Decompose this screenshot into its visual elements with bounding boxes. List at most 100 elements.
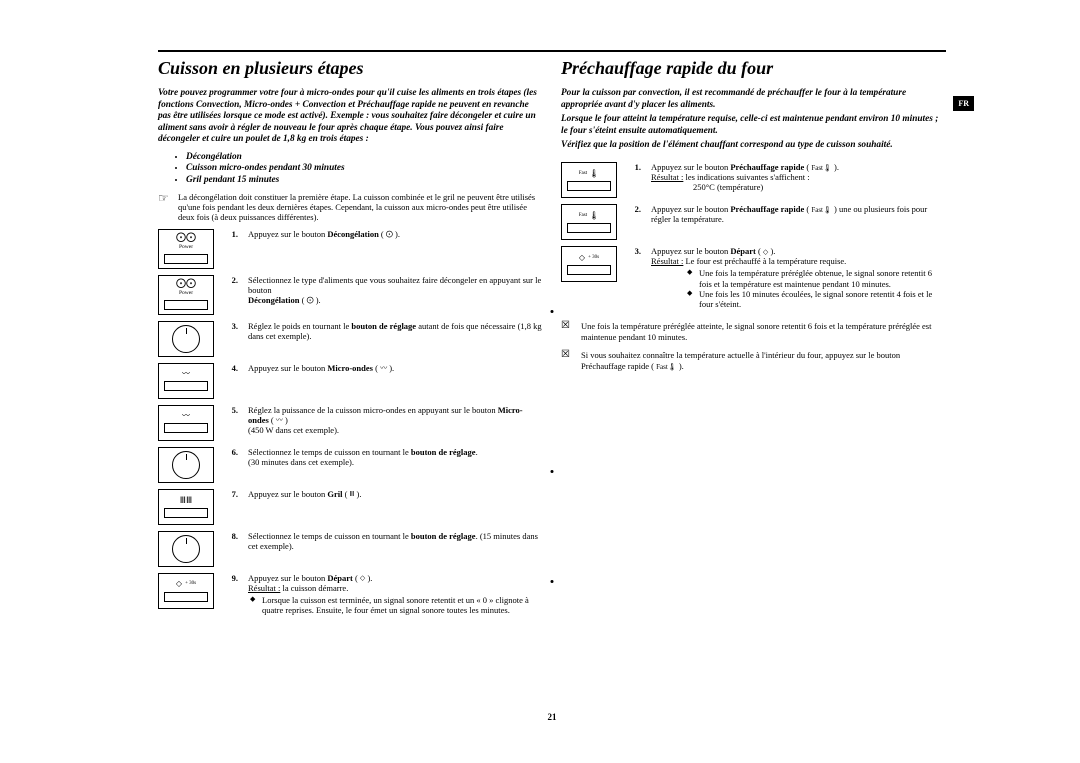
- panel-icon-dial: [158, 531, 214, 567]
- top-rule: [158, 50, 946, 52]
- step-row: Fast 🌡 2. Appuyez sur le bouton Préchauf…: [561, 204, 946, 240]
- step-text: Appuyez sur le bouton Préchauffage rapid…: [651, 162, 946, 193]
- diamond-bullet-icon: ◆: [687, 268, 695, 288]
- step-row: 〰 5. Réglez la puissance de la cuisson m…: [158, 405, 543, 441]
- note-row: ☒ Une fois la température préréglée atte…: [561, 321, 946, 342]
- step-row: ◇ + 30s 3. Appuyez sur le bouton Départ …: [561, 246, 946, 309]
- grill-icon: ⅢⅢ: [180, 496, 192, 505]
- fast-inline-icon: Fast🌡: [811, 165, 832, 172]
- step-number: 8.: [224, 531, 238, 541]
- start-diamond-icon: ◇: [579, 253, 585, 263]
- microwave-icon: 〰: [182, 412, 190, 420]
- result-label: Résultat :: [651, 172, 683, 182]
- steps-right: Fast 🌡 1. Appuyez sur le bouton Préchauf…: [561, 162, 946, 313]
- step-row: ◇ + 30s 9. Appuyez sur le bouton Départ …: [158, 573, 543, 616]
- note-row: ☒ Si vous souhaitez connaître la tempéra…: [561, 350, 946, 371]
- intro-right-p2: Lorsque le four atteint la température r…: [561, 114, 946, 137]
- step-number: 7.: [224, 489, 238, 499]
- step-number: 2.: [224, 275, 238, 285]
- start-label: + 30s: [185, 581, 196, 587]
- display-icon: [164, 423, 208, 433]
- defrost-inline-icon: ⨀: [386, 231, 393, 238]
- left-column: Cuisson en plusieurs étapes Votre pouvez…: [158, 56, 543, 619]
- step-number: 3.: [224, 321, 238, 331]
- step-number: 1.: [627, 162, 641, 172]
- panel-icon-micro: 〰: [158, 405, 214, 441]
- page-content: FR Cuisson en plusieurs étapes Votre pou…: [158, 50, 946, 730]
- pointer-text: La décongélation doit constituer la prem…: [178, 192, 543, 223]
- step-row: ⨀⨀ Power 1. Appuyez sur le bouton Décong…: [158, 229, 543, 269]
- start-diamond-icon: ◇: [176, 579, 182, 589]
- step-number: 2.: [627, 204, 641, 214]
- panel-icon-power: ⨀⨀ Power: [158, 275, 214, 315]
- intro-right-p3: Vérifiez que la position de l'élément ch…: [561, 140, 946, 152]
- step-row: ⅢⅢ 7. Appuyez sur le bouton Gril ( Ⅲ ).: [158, 489, 543, 525]
- section-title-right: Préchauffage rapide du four: [561, 58, 946, 80]
- panel-icon-dial: [158, 447, 214, 483]
- dial-icon: [172, 451, 200, 479]
- fast-label: Fast: [579, 171, 587, 177]
- gutter-dot: [551, 470, 554, 473]
- checkbox-icon: ☒: [561, 321, 573, 342]
- sub-bullet-text: Une fois la température préréglée obtenu…: [699, 268, 946, 288]
- result-sub: 250°C (température): [651, 182, 763, 192]
- start-inline-icon: ◇: [360, 575, 365, 582]
- step-row: 3. Réglez le poids en tournant le bouton…: [158, 321, 543, 357]
- result-label: Résultat :: [651, 256, 683, 266]
- step-text: Sélectionnez le type d'aliments que vous…: [248, 275, 543, 306]
- defrost-icon: ⨀⨀: [176, 233, 196, 243]
- step-number: 3.: [627, 246, 641, 256]
- thermometer-icon: 🌡: [589, 211, 599, 221]
- panel-icon-micro: 〰: [158, 363, 214, 399]
- display-icon: [164, 508, 208, 518]
- intro-left: Votre pouvez programmer votre four à mic…: [158, 88, 543, 146]
- step-number: 1.: [224, 229, 238, 239]
- page-number: 21: [548, 712, 557, 722]
- step-row: ⨀⨀ Power 2. Sélectionnez le type d'alime…: [158, 275, 543, 315]
- pointer-icon: ☞: [158, 192, 172, 223]
- panel-icon-start: ◇ + 30s: [158, 573, 214, 609]
- section-title-left: Cuisson en plusieurs étapes: [158, 58, 543, 80]
- panel-icon-power: ⨀⨀ Power: [158, 229, 214, 269]
- sub-bullets: ◆Une fois la température préréglée obten…: [651, 268, 946, 309]
- icon-label: Power: [179, 290, 193, 297]
- feature-item: Gril pendant 15 minutes: [186, 175, 543, 186]
- result-label: Résultat :: [248, 583, 280, 593]
- step-text: Sélectionnez le temps de cuisson en tour…: [248, 531, 543, 551]
- diamond-bullet-icon: ◆: [250, 595, 258, 615]
- step-text: Appuyez sur le bouton Gril ( Ⅲ ).: [248, 489, 543, 499]
- step-text: Réglez le poids en tournant le bouton de…: [248, 321, 543, 341]
- display-icon: [567, 265, 611, 275]
- feature-list: Décongélation Cuisson micro-ondes pendan…: [158, 152, 543, 186]
- gutter-dot: [551, 580, 554, 583]
- checkbox-icon: ☒: [561, 350, 573, 371]
- intro-right-p1: Pour la cuisson par convection, il est r…: [561, 88, 946, 111]
- two-column-layout: Cuisson en plusieurs étapes Votre pouvez…: [158, 56, 946, 619]
- step-text: Appuyez sur le bouton Préchauffage rapid…: [651, 204, 946, 224]
- step-text: Réglez la puissance de la cuisson micro-…: [248, 405, 543, 436]
- panel-icon-dial: [158, 321, 214, 357]
- step-number: 6.: [224, 447, 238, 457]
- fast-label: Fast: [579, 213, 587, 219]
- step-number: 4.: [224, 363, 238, 373]
- display-icon: [567, 223, 611, 233]
- sub-bullets: ◆Lorsque la cuisson est terminée, un sig…: [248, 595, 543, 615]
- note-text: Une fois la température préréglée attein…: [581, 321, 946, 342]
- step-number: 9.: [224, 573, 238, 583]
- microwave-icon: 〰: [182, 370, 190, 378]
- fast-inline-icon: Fast🌡: [811, 207, 832, 214]
- feature-item: Cuisson micro-ondes pendant 30 minutes: [186, 163, 543, 174]
- display-icon: [164, 592, 208, 602]
- panel-icon-start: ◇ + 30s: [561, 246, 617, 282]
- step-row: Fast 🌡 1. Appuyez sur le bouton Préchauf…: [561, 162, 946, 198]
- step-text: Appuyez sur le bouton Départ ( ◇ ). Résu…: [651, 246, 946, 309]
- right-column: Préchauffage rapide du four Pour la cuis…: [561, 56, 946, 619]
- step-row: 6. Sélectionnez le temps de cuisson en t…: [158, 447, 543, 483]
- microwave-inline-icon: 〰: [380, 365, 387, 372]
- step-text: Appuyez sur le bouton Décongélation ( ⨀ …: [248, 229, 543, 239]
- note-text: Si vous souhaitez connaître la températu…: [581, 350, 946, 371]
- start-inline-icon: ◇: [763, 249, 768, 256]
- dial-icon: [172, 535, 200, 563]
- step-number: 5.: [224, 405, 238, 415]
- defrost-icon: ⨀⨀: [176, 279, 196, 289]
